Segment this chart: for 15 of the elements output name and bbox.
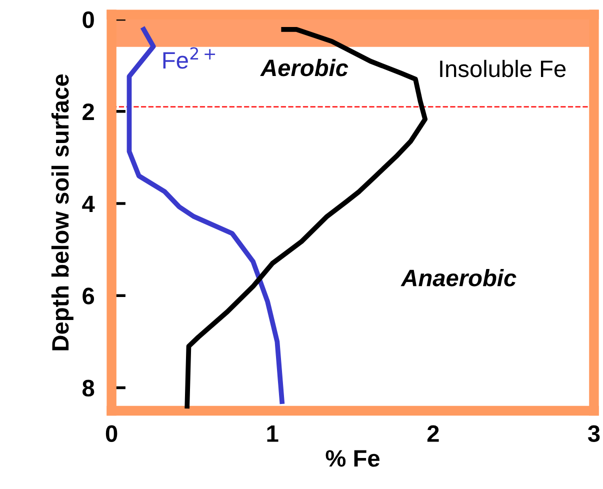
- y-tick-label: 0: [82, 11, 94, 28]
- x-tick-label: 0: [106, 425, 118, 442]
- series-label: Fe$^{2+}$: [163, 47, 216, 69]
- band-label: Aerobic: [260, 58, 348, 76]
- x-tick-label: 1: [267, 426, 278, 442]
- y-tick-label: 6: [82, 288, 94, 304]
- series-label: Insoluble Fe: [440, 60, 566, 78]
- y-tick-label: 8: [82, 380, 94, 397]
- annotation: Anaerobic: [400, 269, 516, 286]
- y-tick-label: 2: [82, 103, 94, 120]
- y-tick-label: 4: [82, 196, 95, 212]
- x-axis-title: % Fe: [326, 450, 380, 467]
- x-tick-label: 2: [427, 425, 439, 442]
- y-axis-title: Depth below soil surface: [51, 74, 74, 350]
- x-tick-label: 3: [588, 425, 600, 442]
